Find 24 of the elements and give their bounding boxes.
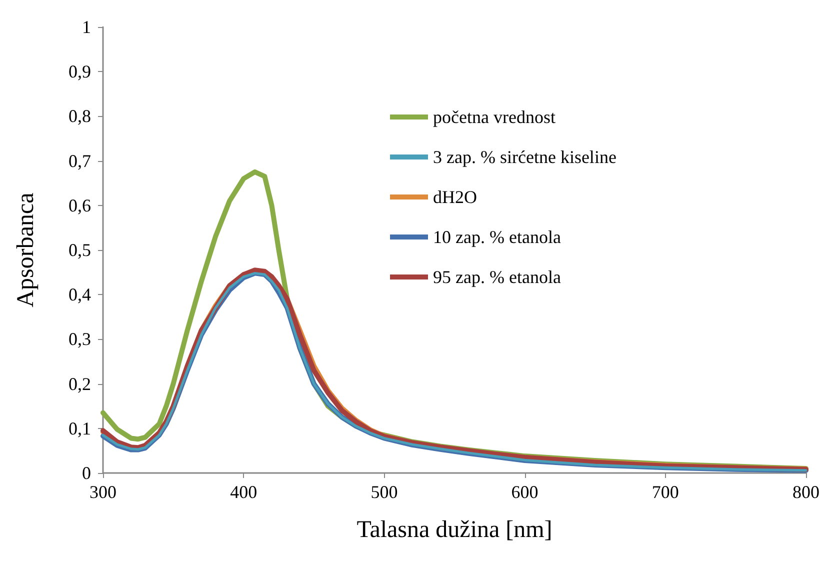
y-tick-label: 0,2 xyxy=(68,374,91,394)
y-tick-label: 0,4 xyxy=(68,284,91,305)
y-tick-label: 0,6 xyxy=(68,195,91,216)
legend-label: dH2O xyxy=(433,187,477,207)
y-tick-label: 0,9 xyxy=(68,62,91,82)
y-tick-label: 0,7 xyxy=(68,150,91,171)
x-tick-label: 400 xyxy=(230,482,258,502)
y-tick-label: 0,5 xyxy=(68,240,91,260)
y-tick-label: 0,8 xyxy=(68,106,91,126)
y-tick-label: 0 xyxy=(82,463,91,483)
x-tick-label: 700 xyxy=(652,482,679,502)
legend-label: 10 zap. % etanola xyxy=(433,227,561,247)
legend-label: početna vrednost xyxy=(433,107,556,127)
legend-label: 95 zap. % etanola xyxy=(433,267,561,287)
y-tick-label: 0,1 xyxy=(68,418,91,438)
y-tick-label: 1 xyxy=(82,17,91,37)
y-axis-title: Apsorbanca xyxy=(13,192,39,308)
x-tick-label: 600 xyxy=(511,482,538,502)
legend-label: 3 zap. % sirćetne kiseline xyxy=(433,147,616,167)
x-axis-title: Talasna dužina [nm] xyxy=(356,517,552,543)
y-tick-label: 0,3 xyxy=(68,329,91,350)
x-tick-label: 300 xyxy=(90,482,116,502)
x-tick-label: 800 xyxy=(792,482,820,502)
x-tick-label: 500 xyxy=(370,482,398,502)
